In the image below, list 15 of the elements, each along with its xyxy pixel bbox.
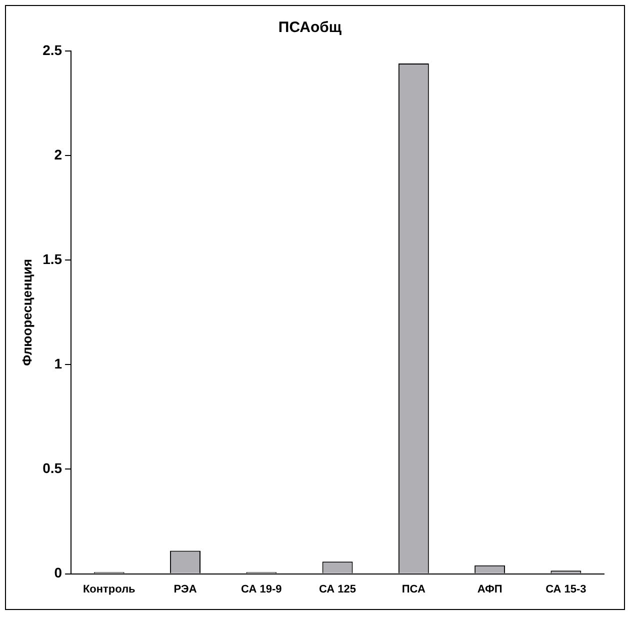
- y-tick-label: 1.5: [42, 250, 62, 267]
- x-tick-label: СА 19-9: [241, 583, 282, 596]
- y-tick-label: 2.5: [42, 42, 62, 58]
- y-tick-label: 1: [54, 356, 62, 372]
- x-tick-label: СА 15-3: [546, 583, 586, 596]
- y-tick-label: 2: [54, 146, 62, 162]
- x-tick-label: АФП: [477, 583, 502, 596]
- y-axis-title: Флюоресценция: [19, 258, 34, 366]
- x-tick-label: ПСА: [402, 583, 426, 596]
- y-tick-label: 0: [54, 564, 62, 581]
- x-tick-label: СА 125: [319, 583, 356, 596]
- chart-title: ПСАобщ: [278, 19, 342, 36]
- y-tick-label: 0.5: [42, 460, 62, 476]
- x-tick-label: Контроль: [82, 583, 136, 596]
- x-tick-label: РЭА: [174, 583, 197, 596]
